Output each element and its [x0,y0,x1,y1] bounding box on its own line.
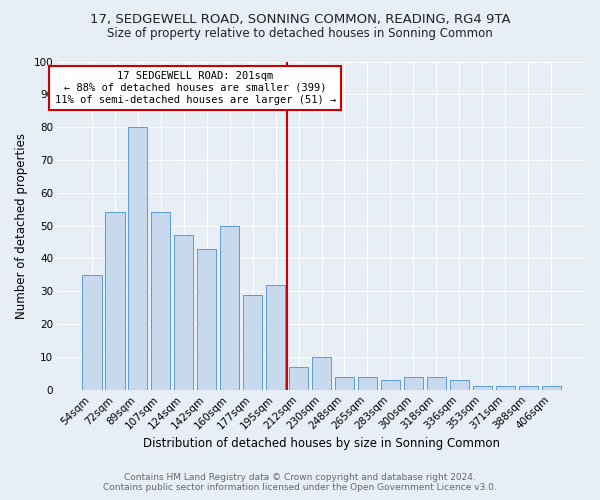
Bar [496,386,515,390]
Bar [404,376,423,390]
Bar [82,275,101,390]
Y-axis label: Number of detached properties: Number of detached properties [15,132,28,318]
Bar [289,366,308,390]
X-axis label: Distribution of detached houses by size in Sonning Common: Distribution of detached houses by size … [143,437,500,450]
Text: Contains HM Land Registry data © Crown copyright and database right 2024.
Contai: Contains HM Land Registry data © Crown c… [103,473,497,492]
Bar [243,294,262,390]
Bar [105,212,125,390]
Bar [473,386,492,390]
Bar [312,357,331,390]
Bar [542,386,561,390]
Text: Size of property relative to detached houses in Sonning Common: Size of property relative to detached ho… [107,28,493,40]
Bar [128,127,148,390]
Bar [197,248,217,390]
Bar [449,380,469,390]
Bar [518,386,538,390]
Bar [427,376,446,390]
Text: 17, SEDGEWELL ROAD, SONNING COMMON, READING, RG4 9TA: 17, SEDGEWELL ROAD, SONNING COMMON, READ… [89,12,511,26]
Bar [174,236,193,390]
Text: 17 SEDGEWELL ROAD: 201sqm
← 88% of detached houses are smaller (399)
11% of semi: 17 SEDGEWELL ROAD: 201sqm ← 88% of detac… [55,72,336,104]
Bar [380,380,400,390]
Bar [151,212,170,390]
Bar [335,376,354,390]
Bar [266,284,286,390]
Bar [220,226,239,390]
Bar [358,376,377,390]
